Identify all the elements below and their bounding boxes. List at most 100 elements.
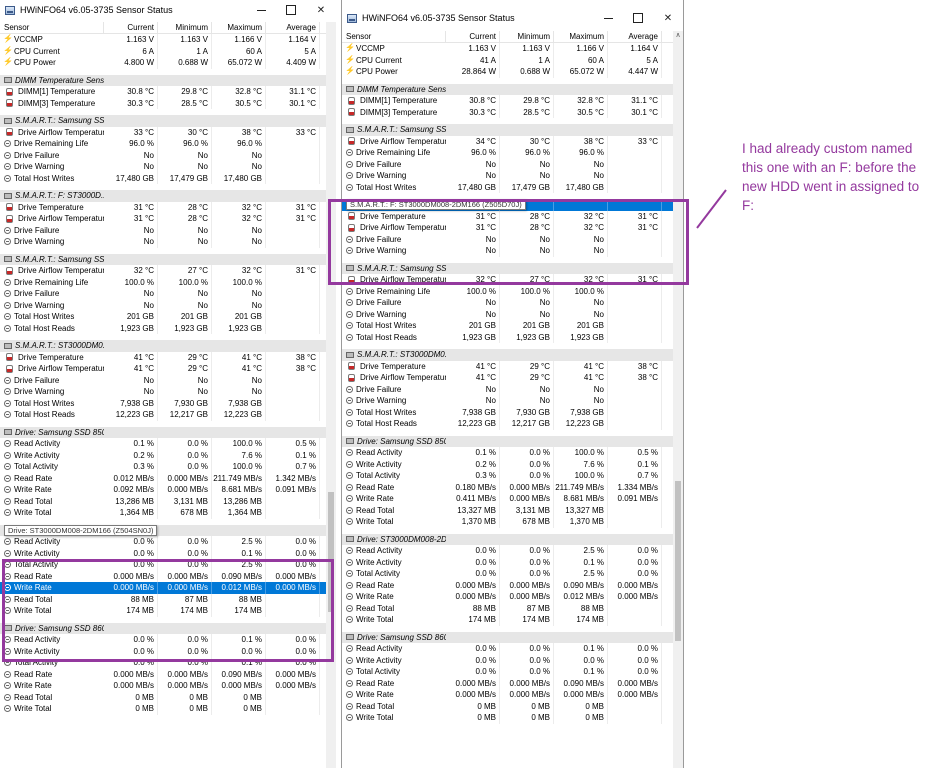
- sensor-row[interactable]: Write Total 1,364 MB 678 MB 1,364 MB: [0, 507, 326, 519]
- sensor-group-header[interactable]: S.M.A.R.T.: ST3000DM0...: [342, 349, 673, 361]
- column-header-minimum[interactable]: Minimum: [158, 22, 212, 33]
- column-header-current[interactable]: Current: [446, 31, 500, 42]
- left-titlebar[interactable]: HWiNFO64 v6.05-3735 Sensor Status ✕: [0, 0, 336, 20]
- sensor-row[interactable]: Drive Warning No No No: [342, 395, 673, 407]
- sensor-row[interactable]: Write Total 0 MB 0 MB 0 MB: [342, 712, 673, 724]
- sensor-row[interactable]: Read Total 0 MB 0 MB 0 MB: [342, 700, 673, 712]
- sensor-row[interactable]: Total Host Reads 1,923 GB 1,923 GB 1,923 GB: [342, 331, 673, 343]
- right-titlebar[interactable]: HWiNFO64 v6.05-3735 Sensor Status ✕: [342, 8, 683, 28]
- sensor-row[interactable]: Write Rate 0.000 MB/s 0.000 MB/s 0.000 MB/s…: [342, 689, 673, 701]
- sensor-row[interactable]: Total Host Reads 12,223 GB 12,217 GB 12,223…: [0, 409, 326, 421]
- sensor-row[interactable]: DIMM[3] Temperature 30.3 °C 28.5 °C 30.5 °C…: [0, 97, 326, 109]
- close-icon[interactable]: ✕: [316, 4, 326, 16]
- sensor-row[interactable]: Drive Remaining Life 100.0 % 100.0 % 100.0 …: [0, 276, 326, 288]
- sensor-row[interactable]: Drive Warning No No No: [0, 236, 326, 248]
- sensor-row[interactable]: Read Total 13,327 MB 3,131 MB 13,327 MB: [342, 504, 673, 516]
- sensor-row[interactable]: Drive Warning No No No: [0, 161, 326, 173]
- sensor-row[interactable]: Write Total 174 MB 174 MB 174 MB: [0, 605, 326, 617]
- sensor-row[interactable]: Total Host Writes 17,480 GB 17,479 GB 17,48…: [342, 181, 673, 193]
- sensor-row[interactable]: Write Activity 0.0 % 0.0 % 0.0 % 0.0 %: [0, 645, 326, 657]
- sensor-group-header[interactable]: S.M.A.R.T.: Samsung SS...: [0, 253, 326, 265]
- sensor-row[interactable]: Write Total 174 MB 174 MB 174 MB: [342, 614, 673, 626]
- column-header-sensor[interactable]: Sensor: [342, 31, 446, 42]
- sensor-row[interactable]: Read Total 88 MB 87 MB 88 MB: [0, 593, 326, 605]
- sensor-row[interactable]: Total Activity 0.0 % 0.0 % 0.1 % 0.0 %: [342, 666, 673, 678]
- sensor-row[interactable]: Read Activity 0.1 % 0.0 % 100.0 % 0.5 %: [342, 447, 673, 459]
- sensor-row[interactable]: CPU Current 6 A1 A60 A5 A: [0, 45, 326, 57]
- sensor-row[interactable]: Drive Temperature 31 °C 28 °C 32 °C 31 °C: [0, 201, 326, 213]
- sensor-row[interactable]: Write Total 0 MB 0 MB 0 MB: [0, 703, 326, 715]
- column-header-maximum[interactable]: Maximum: [212, 22, 266, 33]
- sensor-row[interactable]: Drive Failure No No No: [342, 158, 673, 170]
- sensor-row[interactable]: Read Activity 0.0 % 0.0 % 2.5 % 0.0 %: [342, 545, 673, 557]
- sensor-row[interactable]: Total Activity 0.0 % 0.0 % 2.5 % 0.0 %: [342, 568, 673, 580]
- close-icon[interactable]: ✕: [663, 12, 673, 24]
- sensor-group-header[interactable]: S.M.A.R.T.: F: ST3000DM008-2DM166 (Z505D…: [342, 199, 673, 211]
- sensor-row[interactable]: Drive Warning No No No: [0, 299, 326, 311]
- column-header-minimum[interactable]: Minimum: [500, 31, 554, 42]
- sensor-row[interactable]: Drive Airflow Temperature 32 °C 27 °C 32 °C…: [342, 274, 673, 286]
- minimize-icon[interactable]: [246, 0, 276, 20]
- sensor-row[interactable]: Total Host Reads 1,923 GB 1,923 GB 1,923 GB: [0, 322, 326, 334]
- sensor-group-header[interactable]: Drive: Samsung SSD 860 ...: [0, 622, 326, 634]
- sensor-group-header[interactable]: Drive: ST3000DM008-2DM166 (Z504SN0J)Driv…: [0, 524, 326, 536]
- scroll-up-icon[interactable]: ∧: [675, 32, 681, 39]
- sensor-row[interactable]: Write Activity 0.2 % 0.0 % 7.6 % 0.1 %: [0, 449, 326, 461]
- sensor-group-header[interactable]: S.M.A.R.T.: F: ST3000D...: [0, 190, 326, 202]
- sensor-row[interactable]: Drive Temperature 31 °C 28 °C 32 °C 31 °C: [342, 210, 673, 222]
- sensor-group-header[interactable]: Drive: ST3000DM008-2D...: [342, 533, 673, 545]
- sensor-row[interactable]: DIMM[3] Temperature 30.3 °C 28.5 °C 30.5 °C…: [342, 106, 673, 118]
- column-header-average[interactable]: Average: [266, 22, 320, 33]
- sensor-row[interactable]: Read Rate 0.000 MB/s 0.000 MB/s 0.090 MB/s 0…: [342, 677, 673, 689]
- sensor-row[interactable]: Write Rate 0.092 MB/s 0.000 MB/s 8.681 MB/s…: [0, 484, 326, 496]
- maximize-icon[interactable]: [623, 8, 653, 28]
- sensor-row[interactable]: Drive Failure No No No: [342, 383, 673, 395]
- sensor-row[interactable]: Drive Airflow Temperature 33 °C 30 °C 38 °C…: [0, 126, 326, 138]
- sensor-group-header[interactable]: Drive: Samsung SSD 850 ...: [0, 426, 326, 438]
- sensor-group-header[interactable]: DIMM Temperature Sensor: [342, 83, 673, 95]
- sensor-group-header[interactable]: S.M.A.R.T.: Samsung SS...: [0, 115, 326, 127]
- sensor-row[interactable]: Drive Airflow Temperature 41 °C 29 °C 41 °C…: [0, 363, 326, 375]
- sensor-row[interactable]: Drive Failure No No No: [0, 288, 326, 300]
- sensor-row[interactable]: CPU Power 28.864 W0.688 W65.072 W4.447 W: [342, 66, 673, 78]
- sensor-row[interactable]: Total Host Writes 201 GB 201 GB 201 GB: [0, 311, 326, 323]
- left-scrollbar-thumb[interactable]: [328, 492, 334, 612]
- sensor-row[interactable]: Write Activity 0.0 % 0.0 % 0.1 % 0.0 %: [342, 556, 673, 568]
- sensor-row[interactable]: Drive Warning No No No: [342, 170, 673, 182]
- sensor-row[interactable]: Drive Remaining Life 96.0 % 96.0 % 96.0 %: [342, 147, 673, 159]
- column-header-current[interactable]: Current: [104, 22, 158, 33]
- sensor-row[interactable]: Drive Failure No No No: [0, 224, 326, 236]
- column-header-maximum[interactable]: Maximum: [554, 31, 608, 42]
- sensor-row[interactable]: Total Host Writes 7,938 GB 7,930 GB 7,938 G…: [342, 406, 673, 418]
- sensor-row[interactable]: Drive Temperature 41 °C 29 °C 41 °C 38 °C: [0, 351, 326, 363]
- sensor-row[interactable]: Drive Failure No No No: [0, 149, 326, 161]
- sensor-row[interactable]: Drive Temperature 41 °C 29 °C 41 °C 38 °C: [342, 360, 673, 372]
- sensor-row[interactable]: DIMM[1] Temperature 30.8 °C 29.8 °C 32.8 °C…: [342, 95, 673, 107]
- sensor-row[interactable]: Write Rate 0.000 MB/s 0.000 MB/s 0.012 MB/s…: [0, 582, 326, 594]
- sensor-row[interactable]: Total Host Writes 7,938 GB 7,930 GB 7,938 G…: [0, 397, 326, 409]
- sensor-row[interactable]: Read Total 0 MB 0 MB 0 MB: [0, 691, 326, 703]
- sensor-row[interactable]: Drive Airflow Temperature 32 °C 27 °C 32 °C…: [0, 265, 326, 277]
- sensor-row[interactable]: Write Rate 0.000 MB/s 0.000 MB/s 0.012 MB/s…: [342, 591, 673, 603]
- sensor-row[interactable]: Drive Airflow Temperature 34 °C 30 °C 38 °C…: [342, 135, 673, 147]
- sensor-group-header[interactable]: S.M.A.R.T.: Samsung SS...: [342, 262, 673, 274]
- sensor-row[interactable]: Drive Remaining Life 96.0 % 96.0 % 96.0 %: [0, 138, 326, 150]
- sensor-row[interactable]: Write Activity 0.0 % 0.0 % 0.0 % 0.0 %: [342, 654, 673, 666]
- sensor-row[interactable]: Read Total 13,286 MB 3,131 MB 13,286 MB: [0, 495, 326, 507]
- sensor-row[interactable]: Read Activity 0.1 % 0.0 % 100.0 % 0.5 %: [0, 438, 326, 450]
- sensor-row[interactable]: Total Activity 0.3 % 0.0 % 100.0 % 0.7 %: [0, 461, 326, 473]
- sensor-group-header[interactable]: S.M.A.R.T.: ST3000DM0...: [0, 340, 326, 352]
- sensor-group-header[interactable]: Drive: Samsung SSD 850 ...: [342, 435, 673, 447]
- sensor-row[interactable]: Drive Warning No No No: [342, 308, 673, 320]
- sensor-row[interactable]: Drive Remaining Life 100.0 % 100.0 % 100.0 …: [342, 285, 673, 297]
- right-scrollbar[interactable]: ∧: [673, 31, 683, 768]
- sensor-row[interactable]: Drive Airflow Temperature 41 °C 29 °C 41 °C…: [342, 372, 673, 384]
- sensor-row[interactable]: Total Host Reads 12,223 GB 12,217 GB 12,223…: [342, 418, 673, 430]
- sensor-row[interactable]: Drive Failure No No No: [342, 233, 673, 245]
- sensor-row[interactable]: Read Rate 0.000 MB/s 0.000 MB/s 0.090 MB/s 0…: [0, 570, 326, 582]
- sensor-row[interactable]: Write Activity 0.0 % 0.0 % 0.1 % 0.0 %: [0, 547, 326, 559]
- sensor-row[interactable]: Read Rate 0.180 MB/s 0.000 MB/s 211.749 MB/…: [342, 481, 673, 493]
- maximize-icon[interactable]: [276, 0, 306, 20]
